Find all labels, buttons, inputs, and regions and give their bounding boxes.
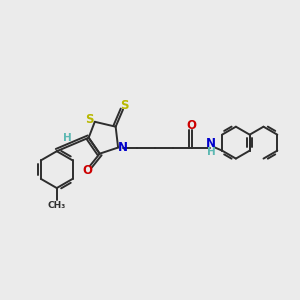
Text: N: N bbox=[118, 141, 128, 154]
Text: O: O bbox=[186, 119, 196, 132]
Text: S: S bbox=[120, 99, 128, 112]
Text: N: N bbox=[206, 136, 216, 150]
Text: H: H bbox=[207, 147, 216, 157]
Text: CH₃: CH₃ bbox=[48, 201, 66, 210]
Text: H: H bbox=[63, 133, 72, 143]
Text: S: S bbox=[85, 113, 94, 126]
Text: O: O bbox=[82, 164, 92, 177]
